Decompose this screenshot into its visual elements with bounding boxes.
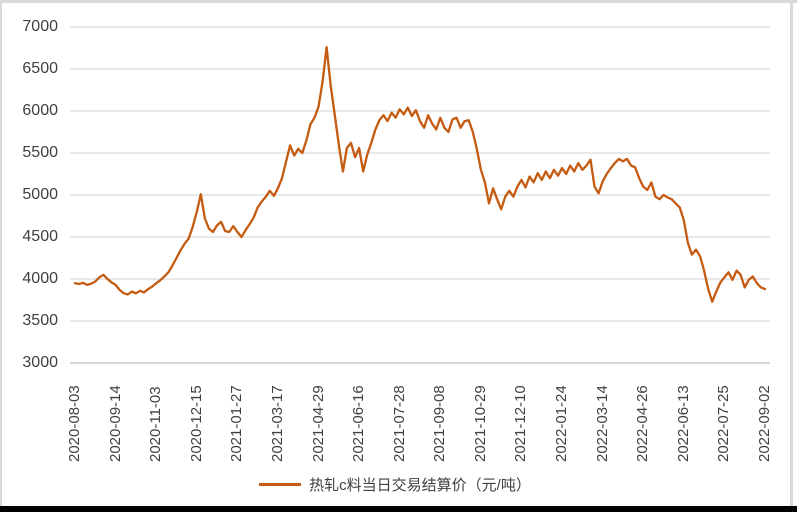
legend: 热轧c料当日交易结算价（元/吨） [0, 474, 790, 494]
window-border-left [0, 0, 2, 506]
y-tick-label: 6000 [22, 102, 58, 119]
x-tick-label: 2021-03-17 [268, 385, 286, 462]
x-tick-label: 2020-11-03 [147, 386, 165, 462]
y-tick-label: 4500 [22, 228, 58, 245]
x-tick-label: 2021-10-29 [471, 385, 489, 462]
legend-label: 热轧c料当日交易结算价（元/吨） [309, 476, 531, 494]
x-tick-label: 2022-09-02 [756, 385, 773, 462]
x-tick-label: 2021-12-10 [512, 385, 530, 462]
x-tick-label: 2022-06-13 [674, 385, 692, 462]
y-tick-label: 7000 [22, 18, 58, 35]
x-tick-label: 2022-03-14 [593, 385, 611, 462]
window-border-top [0, 0, 797, 3]
y-tick-label: 6500 [22, 60, 58, 77]
x-tick-label: 2022-01-24 [553, 385, 571, 462]
x-tick-label: 2021-09-08 [431, 385, 449, 462]
legend-line-swatch [259, 482, 302, 486]
window-border-right [790, 0, 793, 506]
y-tick-label: 3500 [22, 312, 58, 329]
x-tick-label: 2020-08-03 [66, 385, 83, 462]
x-tick-label: 2021-01-27 [228, 385, 246, 462]
y-tick-label: 3000 [22, 354, 58, 371]
x-tick-label: 2020-12-15 [187, 385, 205, 462]
x-tick-label: 2021-07-28 [390, 385, 408, 462]
y-tick-label: 5000 [22, 186, 58, 203]
price-series-line [73, 46, 767, 303]
bottom-black-bar [0, 506, 797, 512]
x-tick-label: 2020-09-14 [106, 385, 124, 462]
y-tick-label: 4000 [22, 270, 58, 287]
x-tick-label: 2022-07-25 [715, 385, 733, 462]
x-tick-label: 2022-04-26 [634, 385, 652, 462]
x-tick-label: 2021-04-29 [309, 385, 327, 462]
x-tick-label: 2021-06-16 [350, 385, 368, 462]
y-tick-label: 5500 [22, 144, 58, 161]
